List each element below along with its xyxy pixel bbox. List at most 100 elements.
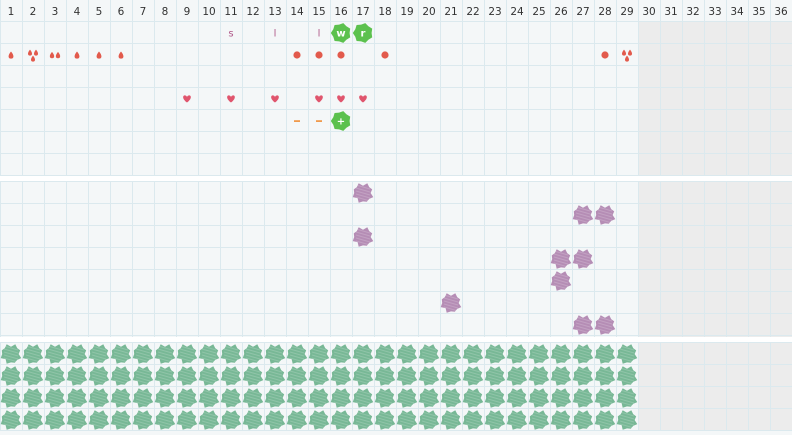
symptom-blob[interactable] — [572, 205, 594, 225]
tracked-day-blob[interactable] — [418, 410, 440, 430]
tracked-day-blob[interactable] — [352, 366, 374, 386]
tracked-day-blob[interactable] — [66, 388, 88, 408]
tracked-day-blob[interactable] — [374, 344, 396, 364]
tracked-day-blob[interactable] — [462, 344, 484, 364]
tracked-day-blob[interactable] — [198, 388, 220, 408]
tracked-day-blob[interactable] — [66, 366, 88, 386]
tracked-day-blob[interactable] — [0, 388, 22, 408]
tracked-day-blob[interactable] — [264, 410, 286, 430]
marker-letter[interactable]: s — [228, 29, 233, 40]
tracked-day-blob[interactable] — [132, 344, 154, 364]
tracked-day-blob[interactable] — [286, 388, 308, 408]
tracked-day-blob[interactable] — [550, 344, 572, 364]
tracked-day-blob[interactable] — [616, 344, 638, 364]
dot-icon[interactable] — [315, 51, 323, 59]
tracked-day-blob[interactable] — [484, 366, 506, 386]
tracked-day-blob[interactable] — [528, 366, 550, 386]
tracked-day-blob[interactable] — [110, 344, 132, 364]
tracked-day-blob[interactable] — [572, 388, 594, 408]
droplet-cell[interactable] — [74, 51, 80, 59]
tracked-day-blob[interactable] — [242, 410, 264, 430]
tracked-day-blob[interactable] — [506, 344, 528, 364]
marker-letter[interactable]: l — [318, 29, 321, 40]
tracked-day-blob[interactable] — [110, 410, 132, 430]
tracked-day-blob[interactable] — [330, 410, 352, 430]
dash-icon[interactable] — [316, 120, 322, 122]
tracked-day-blob[interactable] — [110, 366, 132, 386]
tracked-day-blob[interactable] — [264, 388, 286, 408]
tracked-day-blob[interactable] — [220, 344, 242, 364]
tracked-day-blob[interactable] — [132, 410, 154, 430]
tracked-day-blob[interactable] — [572, 366, 594, 386]
tracked-day-blob[interactable] — [154, 344, 176, 364]
day-column-label[interactable]: 24 — [510, 6, 524, 18]
day-column-label[interactable]: 29 — [620, 6, 633, 18]
tracked-day-blob[interactable] — [440, 344, 462, 364]
tracked-day-blob[interactable] — [440, 388, 462, 408]
tracked-day-blob[interactable] — [242, 388, 264, 408]
day-column-label[interactable]: 31 — [664, 6, 677, 18]
tracked-day-blob[interactable] — [440, 366, 462, 386]
tracked-day-blob[interactable] — [550, 388, 572, 408]
tracked-day-blob[interactable] — [88, 410, 110, 430]
tracked-day-blob[interactable] — [22, 344, 44, 364]
dash-icon[interactable] — [294, 120, 300, 122]
tracked-day-blob[interactable] — [66, 410, 88, 430]
tracked-day-blob[interactable] — [396, 410, 418, 430]
tracked-day-blob[interactable] — [374, 388, 396, 408]
symptom-blob[interactable] — [440, 293, 462, 313]
day-column-label[interactable]: 14 — [290, 6, 304, 18]
tracked-day-blob[interactable] — [198, 366, 220, 386]
day-column-label[interactable]: 33 — [708, 6, 721, 18]
symptom-blob[interactable] — [594, 315, 616, 335]
tracked-day-blob[interactable] — [308, 410, 330, 430]
symptom-blob[interactable] — [594, 205, 616, 225]
tracked-day-blob[interactable] — [374, 366, 396, 386]
tracked-day-blob[interactable] — [286, 344, 308, 364]
day-column-label[interactable]: 25 — [532, 6, 545, 18]
day-column-label[interactable]: 18 — [378, 6, 391, 18]
tracked-day-blob[interactable] — [616, 388, 638, 408]
droplet-cell[interactable] — [621, 49, 633, 62]
tracked-day-blob[interactable] — [220, 410, 242, 430]
tracked-day-blob[interactable] — [616, 366, 638, 386]
day-column-label[interactable]: 11 — [224, 6, 237, 18]
day-column-label[interactable]: 6 — [118, 6, 125, 18]
day-column-label[interactable]: 35 — [752, 6, 765, 18]
tracked-day-blob[interactable] — [154, 410, 176, 430]
badge-icon[interactable]: + — [330, 111, 351, 131]
tracked-day-blob[interactable] — [352, 344, 374, 364]
dot-icon[interactable] — [601, 51, 609, 59]
tracked-day-blob[interactable] — [594, 388, 616, 408]
tracked-day-blob[interactable] — [440, 410, 462, 430]
tracked-day-blob[interactable] — [330, 366, 352, 386]
day-column-label[interactable]: 23 — [488, 6, 501, 18]
day-column-label[interactable]: 32 — [686, 6, 699, 18]
tracked-day-blob[interactable] — [462, 366, 484, 386]
day-column-label[interactable]: 17 — [356, 6, 369, 18]
heart-cell[interactable] — [359, 95, 367, 103]
day-column-label[interactable]: 19 — [400, 6, 413, 18]
day-column-label[interactable]: 4 — [74, 6, 81, 18]
day-column-label[interactable]: 3 — [52, 6, 59, 18]
tracked-day-blob[interactable] — [264, 366, 286, 386]
heart-cell[interactable] — [183, 95, 191, 103]
badge-icon[interactable]: w — [330, 23, 351, 43]
tracked-day-blob[interactable] — [418, 366, 440, 386]
day-column-label[interactable]: 34 — [730, 6, 744, 18]
day-column-label[interactable]: 7 — [140, 6, 147, 18]
tracked-day-blob[interactable] — [132, 388, 154, 408]
symptom-blob[interactable] — [550, 249, 572, 269]
tracked-day-blob[interactable] — [506, 388, 528, 408]
symptom-blob[interactable] — [572, 249, 594, 269]
day-column-label[interactable]: 2 — [30, 6, 37, 18]
droplet-cell[interactable] — [118, 51, 124, 59]
tracked-day-blob[interactable] — [88, 388, 110, 408]
tracked-day-blob[interactable] — [396, 344, 418, 364]
day-column-label[interactable]: 22 — [466, 6, 479, 18]
tracked-day-blob[interactable] — [594, 344, 616, 364]
tracked-day-blob[interactable] — [572, 410, 594, 430]
tracked-day-blob[interactable] — [44, 410, 66, 430]
tracked-day-blob[interactable] — [242, 344, 264, 364]
tracked-day-blob[interactable] — [308, 388, 330, 408]
